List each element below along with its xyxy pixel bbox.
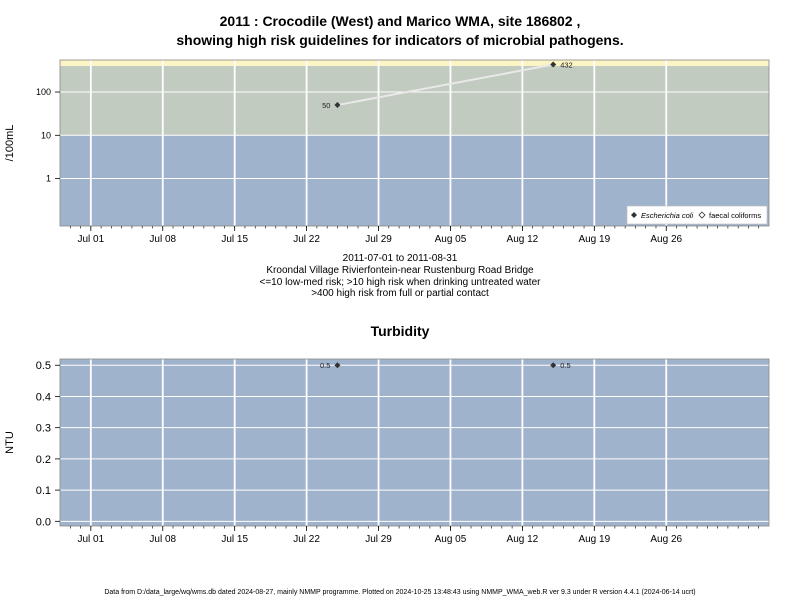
y-tick-label-1-3: 0.3 bbox=[36, 423, 51, 435]
y-tick-label-1-4: 0.4 bbox=[36, 391, 51, 403]
guideline-note-2: >400 high risk from full or partial cont… bbox=[311, 288, 489, 299]
x-tick-label-0-1: Jul 08 bbox=[149, 234, 176, 245]
y-axis-title-0: /100mL bbox=[4, 125, 16, 162]
x-tick-label-1-3: Jul 22 bbox=[293, 534, 320, 545]
data-point-0-0-1 bbox=[550, 61, 557, 68]
x-tick-label-1-6: Aug 12 bbox=[507, 534, 539, 545]
x-tick-label-1-8: Aug 26 bbox=[650, 534, 682, 545]
y-axis-title-1: NTU bbox=[4, 431, 16, 454]
y-tick-label-1-0: 0.0 bbox=[36, 516, 51, 528]
series-line-0-0 bbox=[337, 63, 554, 107]
x-tick-label-0-6: Aug 12 bbox=[507, 234, 539, 245]
y-tick-label-1-5: 0.5 bbox=[36, 360, 51, 372]
x-tick-label-1-7: Aug 19 bbox=[578, 534, 610, 545]
x-tick-label-0-0: Jul 01 bbox=[77, 234, 104, 245]
date-range-label: 2011-07-01 to 2011-08-31 bbox=[342, 253, 458, 264]
chart-title-line-1: 2011 : Crocodile (West) and Marico WMA, … bbox=[219, 13, 581, 29]
y-tick-label-1-2: 0.2 bbox=[36, 454, 51, 466]
legend-marker-ecoli bbox=[631, 212, 637, 218]
y-tick-label-1-1: 0.1 bbox=[36, 485, 51, 497]
y-tick-label-0-1: 10 bbox=[41, 130, 51, 140]
plot-frame-0 bbox=[59, 59, 770, 227]
chart-title-line-2: showing high risk guidelines for indicat… bbox=[176, 32, 624, 48]
y-tick-label-0-0: 1 bbox=[46, 174, 51, 184]
x-tick-label-0-4: Jul 29 bbox=[365, 234, 392, 245]
data-label-1-0-0: 0.5 bbox=[320, 361, 330, 370]
data-label-0-0-0: 50 bbox=[322, 101, 330, 110]
x-tick-label-1-4: Jul 29 bbox=[365, 534, 392, 545]
site-name-label: Kroondal Village Rivierfontein-near Rust… bbox=[266, 265, 534, 276]
y-tick-label-0-2: 100 bbox=[36, 87, 51, 97]
x-tick-label-1-2: Jul 15 bbox=[221, 534, 248, 545]
x-tick-label-1-5: Aug 05 bbox=[435, 534, 467, 545]
risk-band-0-2 bbox=[60, 60, 769, 66]
plot-frame-1 bbox=[59, 358, 770, 527]
legend-marker-faecal bbox=[698, 211, 706, 219]
data-label-1-0-1: 0.5 bbox=[560, 361, 570, 370]
legend-label-ecoli: Escherichia coli bbox=[641, 211, 693, 220]
risk-band-0-1 bbox=[60, 65, 769, 136]
x-tick-label-1-1: Jul 08 bbox=[149, 534, 176, 545]
x-tick-label-0-5: Aug 05 bbox=[435, 234, 467, 245]
x-tick-label-1-0: Jul 01 bbox=[77, 534, 104, 545]
x-tick-label-0-7: Aug 19 bbox=[578, 234, 610, 245]
legend-box-0 bbox=[626, 205, 768, 225]
data-label-0-0-1: 432 bbox=[560, 61, 573, 70]
x-tick-label-0-3: Jul 22 bbox=[293, 234, 320, 245]
guideline-note-1: <=10 low-med risk; >10 high risk when dr… bbox=[259, 277, 541, 288]
risk-band-1-0 bbox=[60, 359, 769, 526]
legend-label-faecal: faecal coliforms bbox=[709, 211, 761, 220]
x-tick-label-0-8: Aug 26 bbox=[650, 234, 682, 245]
data-point-0-0-0 bbox=[334, 102, 341, 109]
footer-note: Data from D:/data_large/wq/wms.db dated … bbox=[104, 589, 696, 596]
data-point-1-0-1 bbox=[550, 362, 557, 369]
data-point-1-0-0 bbox=[334, 362, 341, 369]
x-tick-label-0-2: Jul 15 bbox=[221, 234, 248, 245]
turbidity-title: Turbidity bbox=[370, 323, 430, 339]
